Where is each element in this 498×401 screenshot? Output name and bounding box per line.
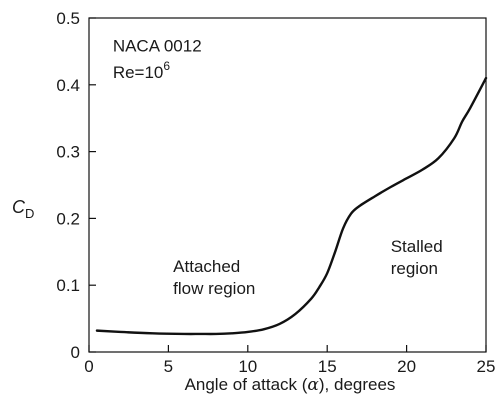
- x-axis-label: Angle of attack (α), degrees: [185, 375, 396, 395]
- y-tick-label: 0: [71, 343, 80, 362]
- x-tick-label: 0: [84, 357, 93, 376]
- alpha-symbol: α: [307, 375, 319, 395]
- x-tick-label: 20: [397, 357, 416, 376]
- x-tick-label: 10: [238, 357, 257, 376]
- y-tick-label: 0.1: [56, 276, 80, 295]
- y-tick-label: 0.3: [56, 143, 80, 162]
- drag-coefficient-curve: [95, 76, 488, 336]
- plot-area: [88, 17, 487, 353]
- y-tick-label: 0.4: [56, 76, 80, 95]
- chart-annotation: Re=106: [113, 59, 171, 82]
- annotations: NACA 0012 Re=106 Attached flow region Stalle…: [113, 36, 443, 297]
- x-tick-label: 5: [164, 357, 173, 376]
- chart-annotation: Stalled region: [391, 237, 443, 278]
- y-axis-label-main: C: [12, 197, 26, 217]
- chart-annotation: NACA 0012: [113, 36, 202, 55]
- chart-annotation: Attached flow region: [173, 257, 255, 298]
- y-axis-label-subscript: D: [25, 206, 34, 221]
- x-ticks: 0 5 10 15 20 25: [84, 345, 495, 376]
- x-tick-label: 25: [477, 357, 496, 376]
- y-tick-label: 0.5: [56, 9, 80, 28]
- plot-frame: [88, 17, 487, 353]
- y-ticks: 0 0.1 0.2 0.3 0.4 0.5: [56, 9, 96, 362]
- x-tick-label: 15: [318, 357, 337, 376]
- y-tick-label: 0.2: [56, 209, 80, 228]
- y-axis-label: CD: [12, 197, 34, 221]
